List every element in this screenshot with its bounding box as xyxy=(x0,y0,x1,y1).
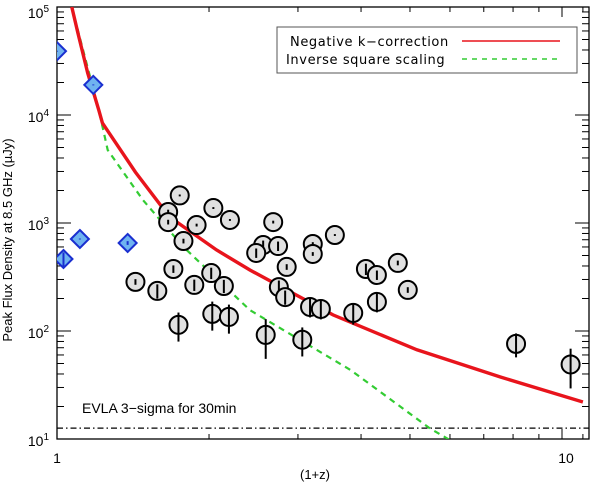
data-point-circle xyxy=(255,319,276,359)
data-point-diamond xyxy=(117,232,139,254)
legend-label-green: Inverse square scaling xyxy=(286,53,445,68)
marker-diamond xyxy=(57,40,68,62)
data-point-circle xyxy=(219,209,240,230)
x-tick-label: 1 xyxy=(53,450,61,466)
y-tick-label: 104 xyxy=(28,108,50,125)
data-point-circle xyxy=(275,287,296,308)
data-point-circle xyxy=(184,274,205,295)
data-point-circle xyxy=(560,348,581,389)
data-point-circle xyxy=(218,304,239,334)
data-point-circle xyxy=(158,212,179,233)
marker-diamond xyxy=(57,248,74,270)
y-tick-labels: 101 102 103 104 105 xyxy=(28,4,50,449)
data-point-circle xyxy=(343,302,364,325)
data-point-circle xyxy=(324,225,345,246)
data-point-circle xyxy=(203,198,224,219)
data-point-circle xyxy=(263,212,284,233)
data-point-circle xyxy=(506,333,527,358)
data-point-circle xyxy=(169,185,190,206)
data-point-circle xyxy=(302,243,323,264)
y-tick-label: 102 xyxy=(28,324,50,341)
data-point-circle xyxy=(246,242,267,263)
data-point-diamond xyxy=(69,228,91,250)
data-point-circle xyxy=(366,265,387,286)
data-points xyxy=(57,40,581,389)
data-point-circle xyxy=(366,291,387,313)
inverse-square-scaling-line xyxy=(70,7,451,439)
data-point-circle xyxy=(202,301,223,331)
data-point-circle xyxy=(397,279,418,300)
data-point-circle xyxy=(213,276,234,297)
legend-box xyxy=(276,26,578,74)
legend-label-red: Negative k−correction xyxy=(290,35,449,50)
data-point-circle xyxy=(268,236,289,257)
data-point-diamond xyxy=(57,40,68,62)
data-point-circle xyxy=(310,298,331,320)
evla-annotation: EVLA 3−sigma for 30min xyxy=(82,400,236,416)
data-point-circle xyxy=(168,312,189,342)
data-point-circle xyxy=(292,327,313,357)
y-tick-label: 103 xyxy=(28,216,50,233)
x-axis-title: (1+z) xyxy=(300,467,330,482)
data-point-diamond xyxy=(57,248,74,270)
data-point-circle xyxy=(186,215,207,236)
data-point-circle xyxy=(201,263,222,284)
data-point-circle xyxy=(125,271,146,292)
data-point-circle xyxy=(173,231,194,252)
y-tick-label: 105 xyxy=(28,4,50,21)
y-axis-title: Peak Flux Density at 8.5 GHz (µJy) xyxy=(0,138,15,341)
y-tick-label: 101 xyxy=(28,432,50,449)
data-point-circle xyxy=(387,252,408,273)
data-point-circle xyxy=(163,259,184,280)
data-point-circle xyxy=(147,280,168,301)
data-point-circle xyxy=(276,256,297,277)
data-point-diamond xyxy=(82,74,104,96)
legend: Negative k−correction Inverse square sca… xyxy=(276,26,578,74)
axis-ticks xyxy=(57,7,589,440)
x-tick-label: 10 xyxy=(558,450,574,466)
